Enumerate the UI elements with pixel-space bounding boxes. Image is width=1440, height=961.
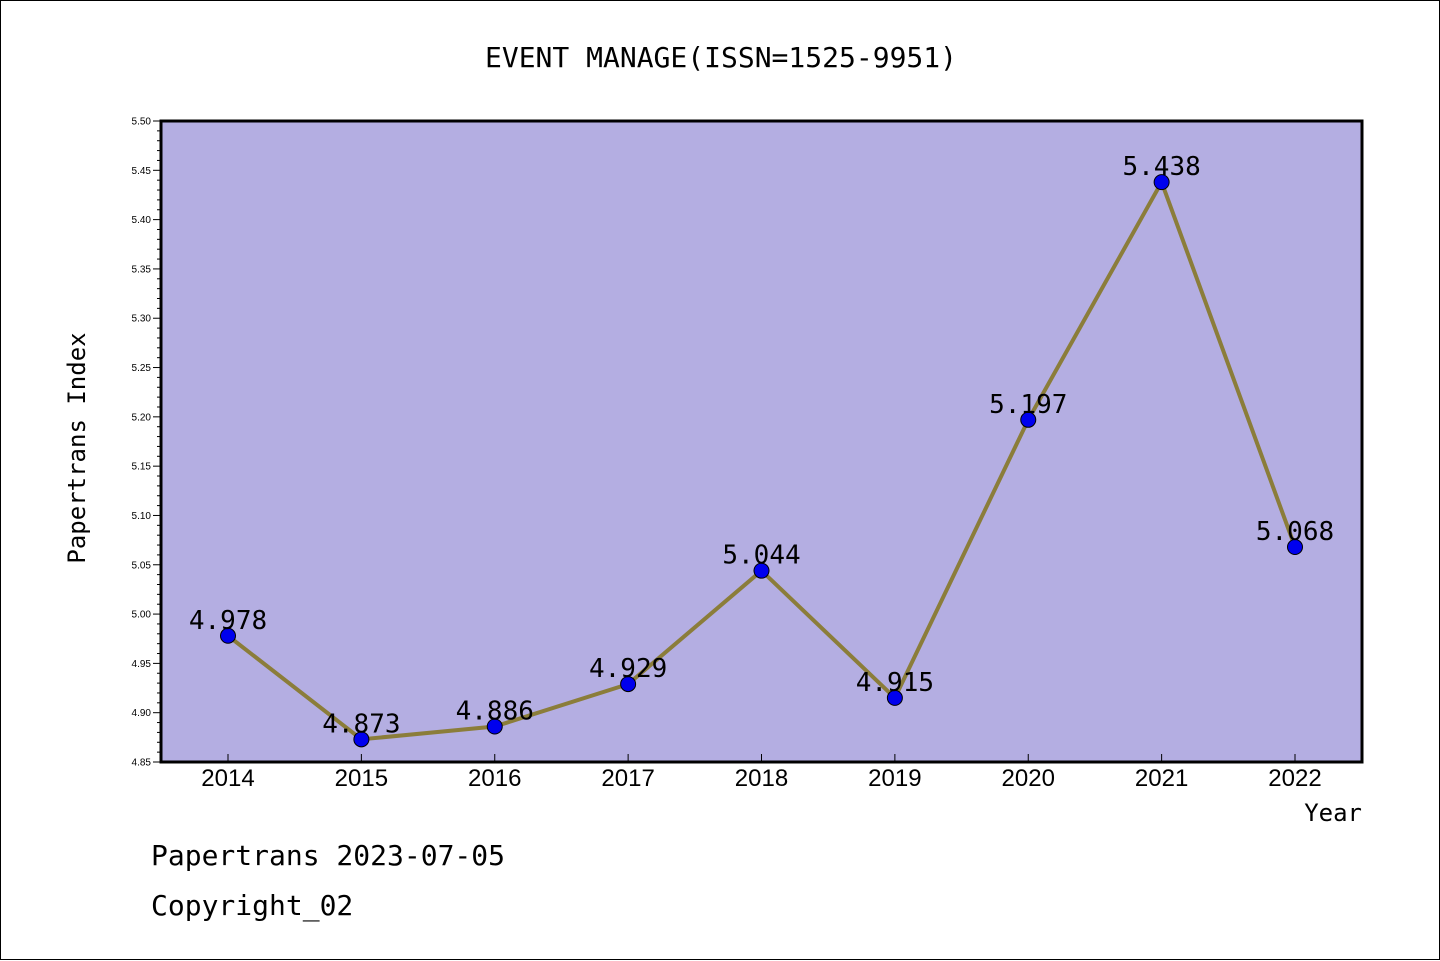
footer-date: Papertrans 2023-07-05 [151,839,505,872]
y-tick-label: 5.35 [132,264,152,275]
data-label: 4.873 [322,709,400,739]
data-label-group: 4.978 4.873 4.886 4.929 5.044 4.915 5.197 5.438… [189,152,1334,739]
y-tick-label: 5.10 [132,511,152,522]
x-tick-label: 2020 [1002,765,1055,792]
data-point [220,627,236,644]
data-label: 5.197 [989,390,1067,420]
y-axis-label: Papertrans Index [63,332,91,563]
data-label: 5.068 [1256,517,1334,547]
data-point [1153,174,1170,191]
y-tick-label: 5.40 [132,215,152,226]
x-tick-label: 2015 [335,765,388,792]
series-group [220,174,1303,748]
x-tick-label: 2017 [601,765,654,792]
y-tick-label: 4.95 [132,659,152,670]
y-tick-label: 4.85 [132,758,152,769]
y-tick-label: 4.90 [132,708,152,719]
x-tick-label: 2018 [735,765,788,792]
data-point [353,731,370,748]
x-axis: 2014 2015 2016 2017 2018 2019 2020 2021 2022 [201,754,1322,792]
data-label: 4.978 [189,606,267,636]
plot-area [159,119,1364,764]
y-tick-label: 5.00 [132,610,152,621]
footer-copyright: Copyright_02 [151,889,353,923]
chart-title: EVENT MANAGE(ISSN=1525-9951) [485,41,957,74]
data-label: 5.438 [1122,152,1200,182]
x-tick-label: 2022 [1268,765,1321,792]
x-tick-label: 2021 [1135,765,1188,792]
data-point [1287,539,1303,556]
x-tick-label: 2016 [468,765,521,792]
y-axis: 4.85 4.90 4.95 5.00 5.05 5.10 5.15 5.20 5.25 5.30… [132,117,161,769]
data-label: 4.886 [456,696,534,726]
y-tick-label: 5.50 [132,117,152,128]
y-tick-label: 5.05 [132,560,152,571]
x-tick-label: 2019 [868,765,921,792]
data-point [886,689,903,706]
data-label: 4.929 [589,654,667,684]
data-label: 5.044 [722,541,800,571]
y-tick-label: 5.45 [132,166,152,177]
data-point [753,562,770,579]
x-tick-label: 2014 [201,765,254,792]
data-label: 4.915 [856,668,934,698]
data-point [620,676,637,693]
y-tick-label: 5.25 [132,363,152,374]
data-point [1020,411,1037,428]
y-tick-label: 5.30 [132,314,152,325]
x-axis-label: Year [1304,799,1362,827]
y-tick-label: 5.15 [132,462,152,473]
data-point [486,718,503,735]
y-tick-label: 5.20 [132,412,152,423]
